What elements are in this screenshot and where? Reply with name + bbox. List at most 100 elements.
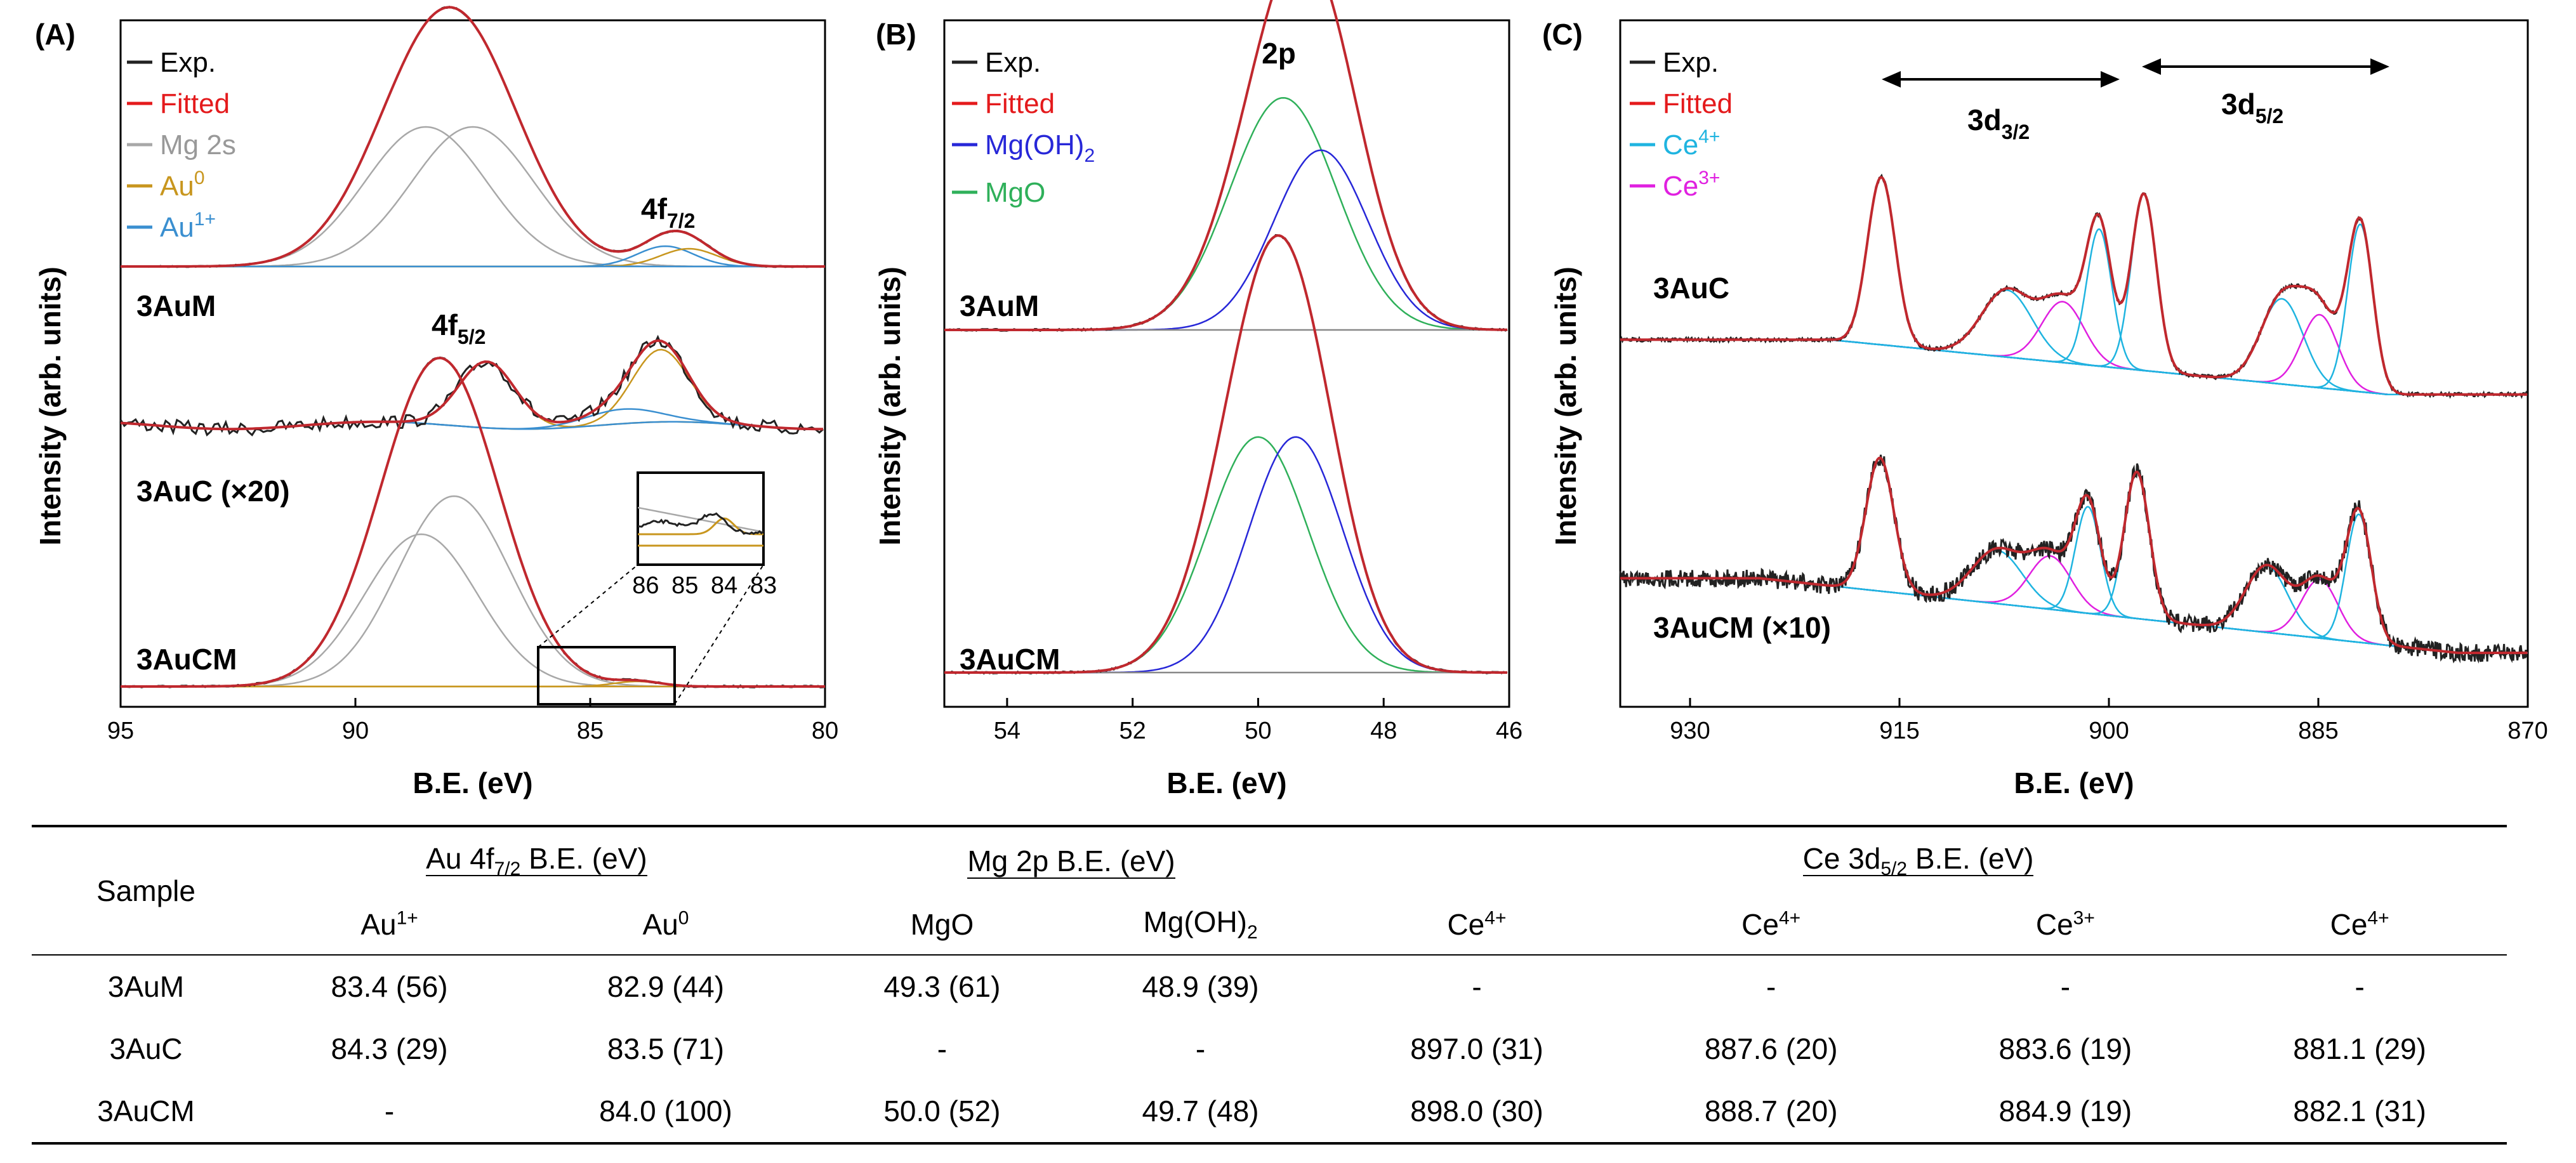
- sample-label-3aucm: 3AuCM (×10): [1653, 611, 1831, 644]
- panel-a-legend: Exp. Fitted Mg 2s Au0 Au1+: [127, 47, 236, 243]
- cell: 49.7 (48): [1071, 1080, 1330, 1145]
- subheader-ce4-c: Ce4+: [2330, 907, 2389, 941]
- subheader-au1: Au1+: [360, 907, 418, 941]
- cell: 84.0 (100): [519, 1080, 813, 1145]
- panel-a-ylabel: Intensity (arb. units): [34, 266, 67, 546]
- panel-a-frame: [119, 19, 826, 708]
- tick-label: 48: [1370, 718, 1397, 744]
- tick-label: 885: [2298, 718, 2338, 744]
- subheader-mgo: MgO: [910, 907, 974, 941]
- cell: -: [260, 1080, 519, 1145]
- panel-c-ylabel: Intensity (arb. units): [1549, 266, 1582, 546]
- cell: -: [1330, 954, 1624, 1018]
- subheader-ce4-a: Ce4+: [1447, 907, 1507, 941]
- cell: 50.0 (52): [812, 1080, 1071, 1145]
- cell: 83.5 (71): [607, 1032, 725, 1065]
- sample-label-3aucm: 3AuCM: [960, 643, 1060, 676]
- panel-b-xlabel: B.E. (eV): [1166, 766, 1286, 799]
- panel-a: (A) Intensity (arb. units) 95 90 85 80 B.E.…: [34, 5, 838, 799]
- table-subheader-row: Au1+ Au0 MgO Mg(OH)2 Ce4+ Ce4+ Ce3+ Ce4+: [32, 894, 2507, 955]
- tick-label: 52: [1120, 718, 1146, 744]
- cell: 887.6 (20): [1704, 1032, 1838, 1065]
- cell: -: [1918, 954, 2213, 1018]
- arrow-head: [2101, 71, 2120, 88]
- cell: 82.9 (44): [519, 954, 813, 1018]
- cell: 49.3 (61): [812, 954, 1071, 1018]
- panel-b-label: (B): [876, 18, 916, 51]
- inset-tick-label: 85: [671, 572, 698, 599]
- legend-au0-label: Au0: [160, 168, 205, 202]
- annotation-3d52: 3d5/2: [2221, 88, 2283, 128]
- cell: 881.1 (29): [2293, 1032, 2426, 1065]
- sample-label-3auc: 3AuC: [1653, 272, 1729, 305]
- inset-tick-label: 83: [750, 572, 777, 599]
- header-sample: Sample: [32, 825, 260, 955]
- subheader-au0: Au0: [642, 907, 689, 941]
- table-header-row: Sample Au 4f7/2 B.E. (eV) Mg 2p B.E. (eV…: [32, 825, 2507, 955]
- header-au: Au 4f7/2 B.E. (eV): [260, 825, 813, 894]
- panel-b-title: 2p: [1262, 37, 1296, 70]
- header-mg: Mg 2p B.E. (eV): [812, 825, 1330, 894]
- panel-a-label: (A): [35, 18, 76, 51]
- cell-sample: 3AuC: [109, 1032, 183, 1065]
- annotation-3d32: 3d3/2: [1967, 103, 2030, 143]
- legend-fitted-label: Fitted: [985, 88, 1055, 119]
- panel-c-legend: Exp. Fitted Ce4+ Ce3+: [1630, 47, 1733, 202]
- tick-label: 46: [1496, 718, 1522, 744]
- zoom-connector-right: [674, 564, 764, 705]
- cell: -: [937, 1032, 948, 1065]
- component-peak-ce3: [1620, 313, 2528, 396]
- inset-experimental-trace: [637, 512, 765, 535]
- results-table: Sample Au 4f7/2 B.E. (eV) Mg 2p B.E. (eV…: [32, 825, 2507, 1145]
- experimental-trace: [119, 334, 824, 437]
- legend-exp-label: Exp.: [985, 47, 1041, 78]
- tick-label: 95: [107, 718, 134, 744]
- header-ce: Ce 3d5/2 B.E. (eV): [1330, 825, 2507, 894]
- cell: 83.4 (56): [260, 954, 519, 1018]
- legend-mg2s-label: Mg 2s: [160, 129, 236, 161]
- legend-mgoh2-label: Mg(OH)2: [985, 129, 1095, 166]
- legend-au1-label: Au1+: [160, 209, 216, 243]
- panel-b: (B) Intensity (arb. units) 54 52 50 48 46 B.…: [873, 0, 1522, 799]
- legend-ce4-label: Ce4+: [1663, 126, 1720, 161]
- annotation-4f52: 4f5/2: [432, 308, 485, 348]
- panel-b-frame: [943, 19, 1510, 708]
- legend-exp-label: Exp.: [1663, 47, 1719, 78]
- subheader-ce4-b: Ce4+: [1741, 907, 1801, 941]
- inset-tick-label: 84: [711, 572, 737, 599]
- cell-sample: 3AuCM: [32, 1080, 260, 1145]
- tick-label: 90: [342, 718, 369, 744]
- component-peak-au0: [120, 360, 823, 430]
- fitted-trace: [120, 339, 823, 431]
- component-peak-ce4: [1620, 289, 2528, 396]
- tick-label: 900: [2089, 718, 2129, 744]
- panel-c-traces: [1619, 173, 2528, 664]
- legend-mgo-label: MgO: [985, 177, 1045, 208]
- tick-label: 870: [2507, 718, 2547, 744]
- legend-fitted-label: Fitted: [160, 88, 230, 119]
- tick-label: 50: [1245, 718, 1271, 744]
- panel-c: (C) Intensity (arb. units) 930 915 900 885 8…: [1542, 18, 2548, 799]
- sample-label-3aum: 3AuM: [136, 289, 216, 322]
- table-row: 3AuC 84.3 (29) 83.5 (71) - - 897.0 (31) …: [32, 1018, 2507, 1080]
- panel-b-ylabel: Intensity (arb. units): [873, 266, 906, 546]
- fitted-trace: [1620, 456, 2528, 654]
- panel-c-label: (C): [1542, 18, 1583, 51]
- zoom-region-box: [537, 646, 676, 706]
- panel-c-xlabel: B.E. (eV): [2014, 766, 2134, 799]
- cell: 882.1 (31): [2212, 1080, 2507, 1145]
- subheader-ce3: Ce3+: [2035, 907, 2095, 941]
- fitted-trace: [944, 234, 1507, 674]
- zoom-connector-left: [538, 564, 638, 648]
- tick-label: 54: [994, 718, 1020, 744]
- cell: 888.7 (20): [1623, 1080, 1919, 1145]
- region-arrows: [1882, 58, 2389, 88]
- fitted-trace: [944, 0, 1507, 331]
- tick-label: 915: [1879, 718, 1919, 744]
- cell: -: [2212, 954, 2507, 1018]
- arrow-head: [1882, 71, 1901, 88]
- tick-label: 80: [812, 718, 838, 744]
- fitted-trace: [1620, 176, 2528, 396]
- legend-ce3-label: Ce3+: [1663, 168, 1720, 202]
- table-row: 3AuM 83.4 (56) 82.9 (44) 49.3 (61) 48.9 …: [32, 954, 2507, 1018]
